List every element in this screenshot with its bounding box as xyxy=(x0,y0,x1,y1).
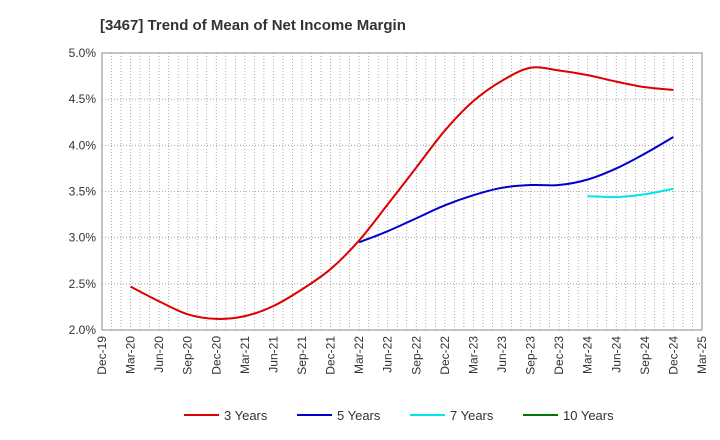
y-tick-label: 3.0% xyxy=(69,231,97,245)
x-tick-label: Mar-24 xyxy=(581,336,595,374)
x-tick-label: Dec-21 xyxy=(324,336,338,375)
x-tick-label: Mar-22 xyxy=(352,336,366,374)
x-tick-label: Sep-23 xyxy=(524,336,538,375)
x-tick-label: Jun-21 xyxy=(266,336,280,373)
x-tick-label: Mar-25 xyxy=(695,336,709,374)
x-axis: Dec-19 Mar-20 Jun-20 Sep-20 Dec-20 Mar-21 Jun-… xyxy=(95,336,709,375)
y-axis: 2.0% 2.5% 3.0% 3.5% 4.0% 4.5% 5.0% xyxy=(69,46,97,337)
x-tick-label: Sep-20 xyxy=(181,336,195,375)
series-line-3-years xyxy=(130,66,674,320)
x-tick-label: Jun-22 xyxy=(381,336,395,373)
x-tick-label: Dec-20 xyxy=(209,336,223,375)
y-tick-label: 3.5% xyxy=(69,185,97,199)
legend-label-10-years: 10 Years xyxy=(563,408,614,423)
x-tick-label: Dec-19 xyxy=(95,336,109,375)
x-tick-label: Dec-24 xyxy=(666,336,680,375)
grid xyxy=(101,52,703,331)
x-tick-label: Dec-22 xyxy=(438,336,452,375)
x-tick-label: Jun-23 xyxy=(495,336,509,373)
y-tick-label: 5.0% xyxy=(69,46,97,60)
x-tick-label: Sep-24 xyxy=(638,336,652,375)
x-tick-label: Jun-20 xyxy=(152,336,166,373)
y-tick-label: 2.5% xyxy=(69,277,97,291)
y-tick-label: 4.0% xyxy=(69,138,97,152)
plot-frame xyxy=(101,52,703,331)
legend-label-5-years: 5 Years xyxy=(337,408,381,423)
y-tick-label: 2.0% xyxy=(69,323,97,337)
chart-title: [3467] Trend of Mean of Net Income Margi… xyxy=(100,17,406,34)
x-tick-label: Mar-21 xyxy=(238,336,252,374)
x-tick-label: Dec-23 xyxy=(552,336,566,375)
legend: 3 Years 5 Years 7 Years 10 Years xyxy=(184,408,614,423)
x-tick-label: Mar-23 xyxy=(466,336,480,374)
x-tick-label: Jun-24 xyxy=(609,336,623,373)
x-tick-label: Sep-21 xyxy=(295,336,309,375)
y-tick-label: 4.5% xyxy=(69,92,97,106)
x-tick-label: Sep-22 xyxy=(409,336,423,375)
x-tick-label: Mar-20 xyxy=(124,336,138,374)
series-lines xyxy=(130,66,674,320)
series-line-7-years xyxy=(587,187,674,199)
legend-label-7-years: 7 Years xyxy=(450,408,494,423)
legend-label-3-years: 3 Years xyxy=(224,408,268,423)
series-line-5-years xyxy=(358,136,674,244)
